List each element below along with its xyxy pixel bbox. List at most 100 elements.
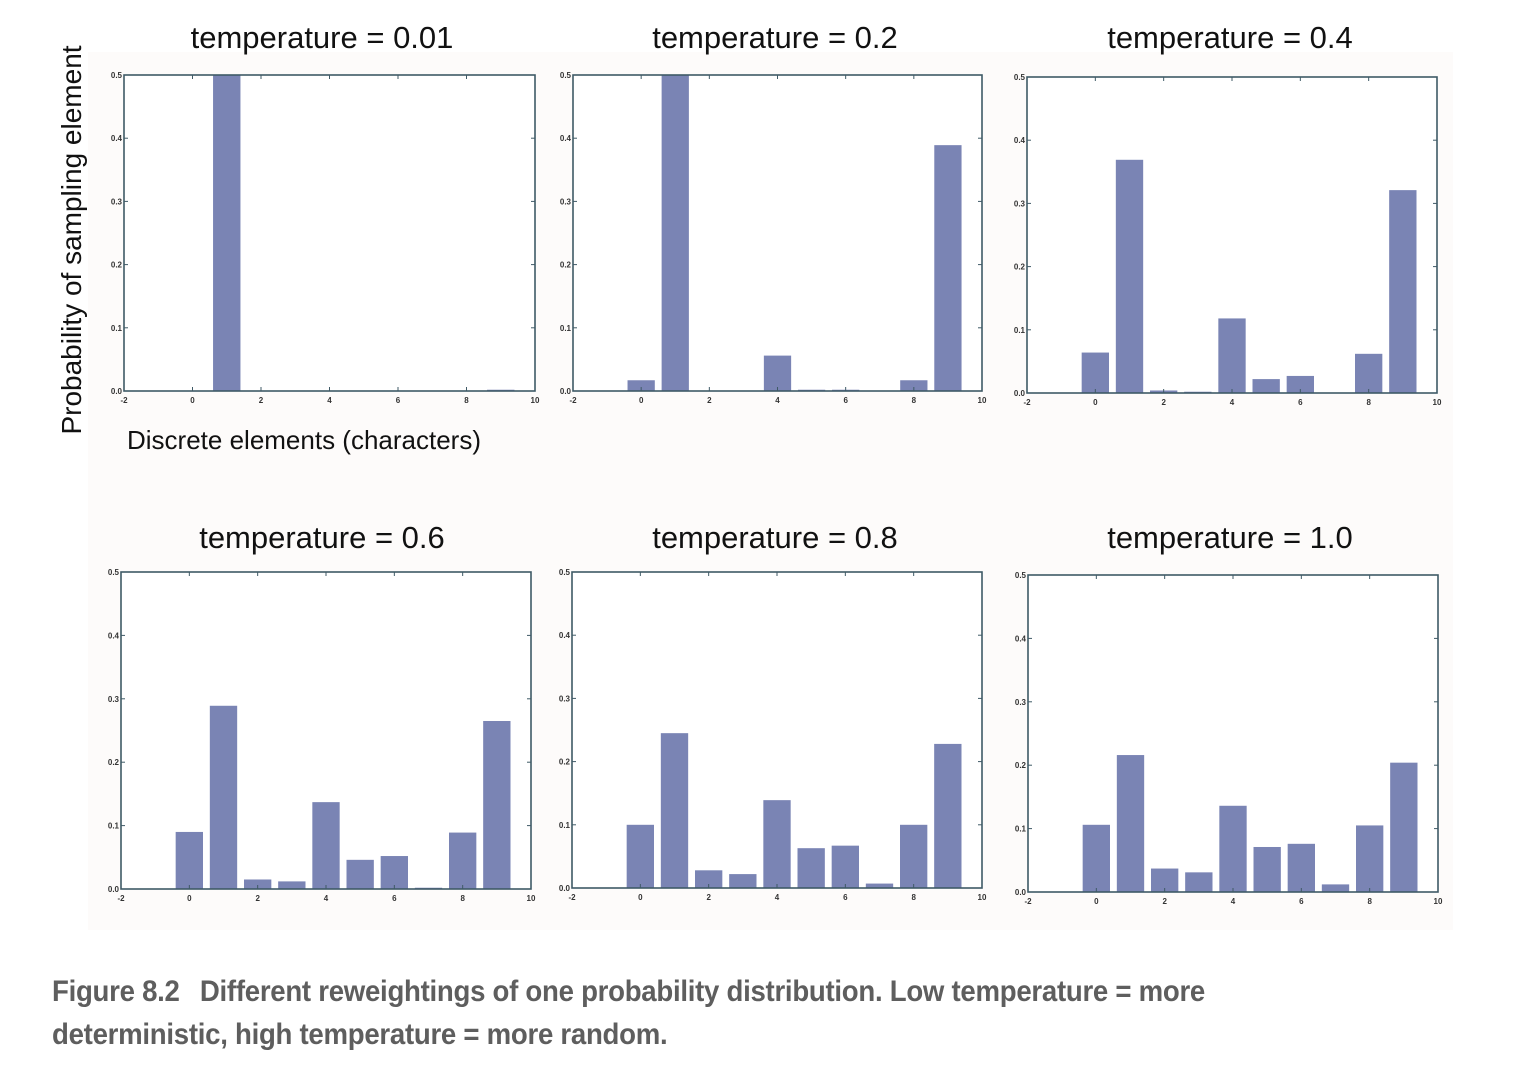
bar [865, 883, 894, 888]
figure-caption: Figure 8.2 Different reweightings of one … [52, 970, 1358, 1056]
y-tick-label: 0.1 [1014, 326, 1026, 335]
x-tick-label: 8 [1366, 398, 1371, 407]
plot-area [124, 75, 535, 391]
x-tick-label: 0 [190, 396, 195, 405]
x-tick-label: 6 [1298, 398, 1303, 407]
plot-area [573, 75, 982, 391]
x-tick-label: 0 [1094, 897, 1099, 906]
bar [797, 848, 825, 888]
x-tick-label: 6 [843, 893, 848, 902]
y-tick-label: 0.2 [111, 261, 123, 270]
y-tick-label: 0.4 [560, 134, 572, 143]
bar [763, 800, 791, 888]
y-tick-label: 0.3 [1014, 199, 1026, 208]
y-tick-label: 0.5 [108, 568, 120, 577]
y-tick-label: 0.4 [1015, 634, 1027, 643]
x-tick-label: 10 [1434, 897, 1443, 906]
bar [213, 75, 241, 391]
bar [729, 874, 757, 888]
panel-title: temperature = 0.6 [199, 520, 445, 555]
panel-title: temperature = 1.0 [1107, 520, 1353, 555]
y-tick-label: 0.2 [1014, 263, 1026, 272]
y-tick-label: 0.1 [560, 324, 572, 333]
y-tick-label: 0.1 [559, 821, 571, 830]
bar [934, 145, 962, 391]
y-tick-label: 0.4 [1014, 136, 1026, 145]
bar [1390, 762, 1418, 892]
x-tick-label: 8 [460, 894, 465, 903]
x-tick-label: 10 [978, 893, 987, 902]
x-tick-label: 2 [707, 396, 712, 405]
bar [934, 743, 962, 888]
bar [1185, 872, 1213, 892]
x-tick-label: 0 [1093, 398, 1098, 407]
x-tick-label: 0 [638, 893, 643, 902]
bar [1115, 159, 1144, 393]
x-tick-label: 4 [775, 396, 780, 405]
y-axis-label: Probability of sampling element [56, 45, 87, 435]
bar [175, 831, 203, 889]
panel-title: temperature = 0.2 [652, 20, 898, 55]
x-tick-label: -2 [1024, 897, 1032, 906]
bar [695, 870, 723, 888]
bar [1219, 805, 1247, 892]
x-tick-label: 4 [324, 894, 329, 903]
bar [1218, 318, 1246, 393]
x-tick-label: 10 [531, 396, 540, 405]
bar [627, 380, 655, 391]
bar [1287, 843, 1315, 892]
bar [380, 856, 408, 889]
x-tick-label: 0 [187, 894, 192, 903]
x-tick-label: -2 [117, 894, 125, 903]
bar [312, 802, 340, 889]
bar [1253, 846, 1281, 892]
bar [449, 832, 477, 889]
x-tick-label: 8 [912, 396, 917, 405]
x-tick-label: 2 [259, 396, 264, 405]
y-tick-label: 0.1 [108, 822, 120, 831]
bar [1081, 352, 1109, 393]
y-tick-label: 0.3 [108, 695, 120, 704]
panel-title: temperature = 0.8 [652, 520, 898, 555]
x-axis-label: Discrete elements (characters) [127, 425, 481, 455]
x-tick-label: 6 [1299, 897, 1304, 906]
x-tick-label: 10 [527, 894, 536, 903]
bar [209, 705, 238, 889]
panel-title: temperature = 0.01 [190, 20, 454, 55]
bar [626, 824, 654, 888]
bar [1356, 825, 1384, 892]
bar [1151, 868, 1179, 892]
y-tick-label: 0.3 [111, 197, 123, 206]
bar [346, 859, 374, 889]
y-tick-label: 0.0 [559, 884, 571, 893]
x-tick-label: 2 [1161, 398, 1166, 407]
bar [900, 824, 928, 888]
x-tick-label: 4 [1231, 897, 1236, 906]
x-tick-label: 6 [392, 894, 397, 903]
x-tick-label: 4 [1230, 398, 1235, 407]
y-tick-label: 0.0 [108, 885, 120, 894]
x-tick-label: 10 [978, 396, 987, 405]
bar [1321, 884, 1350, 892]
y-tick-label: 0.0 [1015, 888, 1027, 897]
x-tick-label: -2 [569, 396, 577, 405]
bar [763, 355, 792, 391]
x-tick-label: 6 [396, 396, 401, 405]
x-tick-label: 4 [327, 396, 332, 405]
bar [244, 879, 272, 889]
y-tick-label: 0.3 [560, 197, 572, 206]
bar [661, 75, 689, 391]
y-tick-label: 0.5 [1015, 571, 1027, 580]
bar [1252, 379, 1280, 393]
y-tick-label: 0.2 [1015, 761, 1027, 770]
y-tick-label: 0.4 [559, 631, 571, 640]
x-tick-label: -2 [120, 396, 128, 405]
x-tick-label: -2 [1023, 398, 1031, 407]
y-tick-label: 0.0 [560, 387, 572, 396]
bar [1082, 824, 1110, 892]
